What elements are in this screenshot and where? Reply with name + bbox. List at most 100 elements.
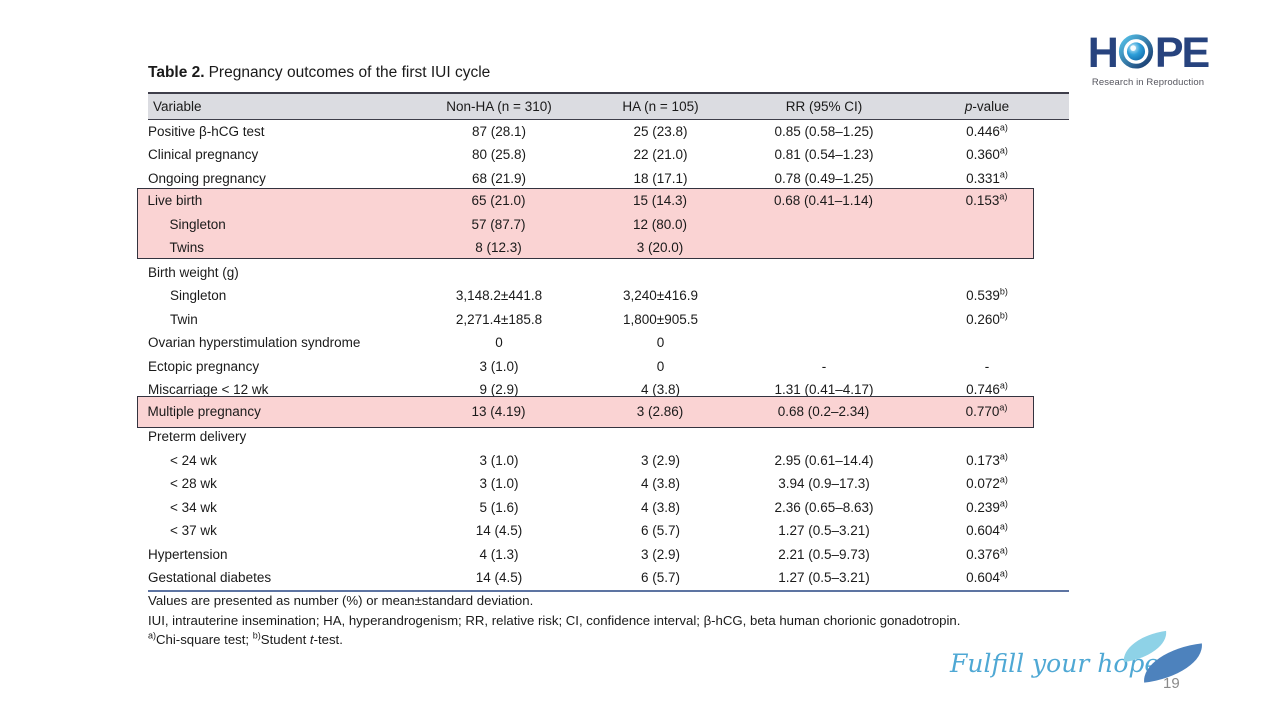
table-row: Live birth 65 (21.0) 15 (14.3) 0.68 (0.41–1… [147, 189, 1034, 213]
row-label: Clinical pregnancy [148, 147, 259, 162]
row-value: 0.68 (0.41–1.14) [773, 193, 874, 208]
table-row: Positive β-hCG test 87 (28.1) 25 (23.8) 0.8… [148, 119, 1069, 143]
table-title-label: Table 2. [148, 64, 205, 81]
hope-logo-wordmark: H PE [1086, 30, 1210, 76]
row-value: 57 (87.7) [471, 216, 526, 232]
row-label: Live birth [147, 193, 203, 208]
row-value [905, 236, 1034, 258]
row-value: 5 (1.6) [479, 499, 519, 515]
row-label: Ectopic pregnancy [148, 358, 260, 374]
row-value: 4 (3.8) [640, 499, 681, 515]
row-value: 3 (1.0) [479, 452, 519, 468]
table-row: Ectopic pregnancy 3 (1.0) 0 - - [148, 355, 1069, 379]
highlight-box-multiple-pregnancy: Multiple pregnancy 13 (4.19) 3 (2.86) 0.68 … [137, 396, 1034, 428]
logo-letters-pe: PE [1154, 29, 1210, 77]
footnote-tests: a)Chi-square test; b)Student t-test. [148, 630, 343, 647]
row-value: 68 (21.9) [471, 170, 527, 186]
row-value: 3 (20.0) [636, 240, 684, 255]
table-row: Ovarian hyperstimulation syndrome 0 0 [148, 331, 1069, 355]
row-value: 22 (21.0) [633, 147, 688, 162]
row-value: 3 (1.0) [479, 476, 519, 491]
row-value: 2,271.4±185.8 [455, 311, 543, 327]
row-value: 0.539b) [966, 286, 1008, 303]
row-value: 1.27 (0.5–3.21) [778, 523, 870, 538]
row-value [743, 284, 905, 308]
row-label: Twins [169, 240, 205, 255]
row-label: Preterm delivery [148, 429, 247, 444]
column-header-variable: Variable [148, 92, 420, 120]
row-value [743, 308, 905, 332]
highlight-box-multiple-pregnancy-content: Multiple pregnancy 13 (4.19) 3 (2.86) 0.68 … [148, 400, 1034, 424]
hope-logo: H PE Research in Reproduction [1086, 30, 1210, 89]
table-row: Ongoing pregnancy 68 (21.9) 18 (17.1) 0.78 … [148, 167, 1069, 191]
row-value: 0.153a) [965, 191, 1008, 208]
row-value: 0.604a) [966, 521, 1008, 538]
table-title: Table 2. Pregnancy outcomes of the first … [148, 64, 490, 82]
row-value: 2.95 (0.61–14.4) [774, 452, 874, 468]
row-value: 87 (28.1) [471, 123, 527, 139]
table-row: Gestational diabetes 14 (4.5) 6 (5.7) 1.27 … [148, 566, 1069, 590]
row-value: - [984, 358, 990, 374]
row-value: 1,800±905.5 [623, 311, 698, 327]
table-row: < 34 wk 5 (1.6) 4 (3.8) 2.36 (0.65–8.63) 0.2… [148, 496, 1069, 520]
footnote-values: Values are presented as number (%) or me… [148, 593, 534, 608]
row-value [905, 425, 1069, 449]
row-value [905, 261, 1069, 285]
row-value [578, 261, 743, 285]
row-value: 1.27 (0.5–3.21) [778, 570, 870, 585]
row-label: Miscarriage < 12 wk [148, 382, 269, 397]
row-value: 0.68 (0.2–2.34) [777, 403, 870, 419]
row-value: 3 (2.9) [640, 546, 681, 562]
row-label: Birth weight (g) [148, 264, 239, 280]
row-value: - [821, 358, 827, 374]
pregnancy-outcomes-table: Variable Non-HA (n = 310) HA (n = 105) R… [148, 92, 1069, 592]
row-value [743, 331, 905, 355]
row-value: 3 (1.0) [479, 358, 519, 374]
row-value [743, 213, 905, 237]
row-value: 0.604a) [966, 568, 1008, 585]
row-value: 4 (1.3) [479, 546, 519, 562]
column-header-non-ha: Non-HA (n = 310) [420, 92, 578, 120]
row-value: 18 (17.1) [633, 170, 688, 186]
page-number: 19 [1163, 675, 1180, 692]
table-title-text: Pregnancy outcomes of the first IUI cycl… [208, 64, 491, 81]
highlight-box-live-birth-content: Live birth 65 (21.0) 15 (14.3) 0.68 (0.41–1… [147, 189, 1034, 258]
row-value [743, 236, 905, 258]
logo-subtitle: Research in Reproduction [1091, 77, 1205, 88]
logo-letter-h: H [1087, 29, 1119, 77]
row-value: 0.260b) [966, 310, 1008, 327]
row-value: 3.94 (0.9–17.3) [778, 476, 870, 491]
row-value: 0.173a) [966, 451, 1008, 468]
row-value [905, 331, 1069, 355]
row-label: < 34 wk [170, 499, 217, 515]
row-value: 15 (14.3) [632, 193, 688, 208]
table-row: Hypertension 4 (1.3) 3 (2.9) 2.21 (0.5–9.73… [148, 543, 1069, 567]
row-value [743, 261, 905, 285]
row-value: 13 (4.19) [471, 403, 526, 419]
table-row: Singleton 3,148.2±441.8 3,240±416.9 0.539b) [148, 284, 1069, 308]
row-value: 14 (4.5) [475, 523, 523, 538]
table-row: Singleton 57 (87.7) 12 (80.0) [148, 213, 1034, 237]
highlight-box-live-birth: Live birth 65 (21.0) 15 (14.3) 0.68 (0.41–1… [137, 188, 1034, 259]
row-value [420, 261, 578, 285]
row-value: 80 (25.8) [471, 147, 527, 162]
row-value [578, 425, 743, 449]
row-value: 0.331a) [966, 169, 1008, 186]
row-value: 1.31 (0.41–4.17) [774, 382, 874, 397]
row-value: 0.81 (0.54–1.23) [774, 147, 874, 162]
row-label: < 37 wk [170, 523, 217, 538]
row-value [420, 425, 578, 449]
row-value: 0.78 (0.49–1.25) [774, 170, 874, 186]
row-value: 0.746a) [966, 380, 1008, 397]
row-value: 0.376a) [966, 545, 1008, 562]
table-row: < 24 wk 3 (1.0) 3 (2.9) 2.95 (0.61–14.4) 0.1… [148, 449, 1069, 473]
row-value: 4 (3.8) [640, 382, 681, 397]
row-value: 0.360a) [966, 145, 1008, 162]
row-value: 4 (3.8) [640, 476, 681, 491]
row-value [905, 213, 1034, 237]
row-value: 65 (21.0) [471, 193, 526, 208]
row-label: < 24 wk [170, 452, 217, 468]
row-value: 9 (2.9) [479, 382, 519, 397]
table-row: Multiple pregnancy 13 (4.19) 3 (2.86) 0.68 … [148, 400, 1034, 424]
row-value: 0 [656, 358, 665, 374]
